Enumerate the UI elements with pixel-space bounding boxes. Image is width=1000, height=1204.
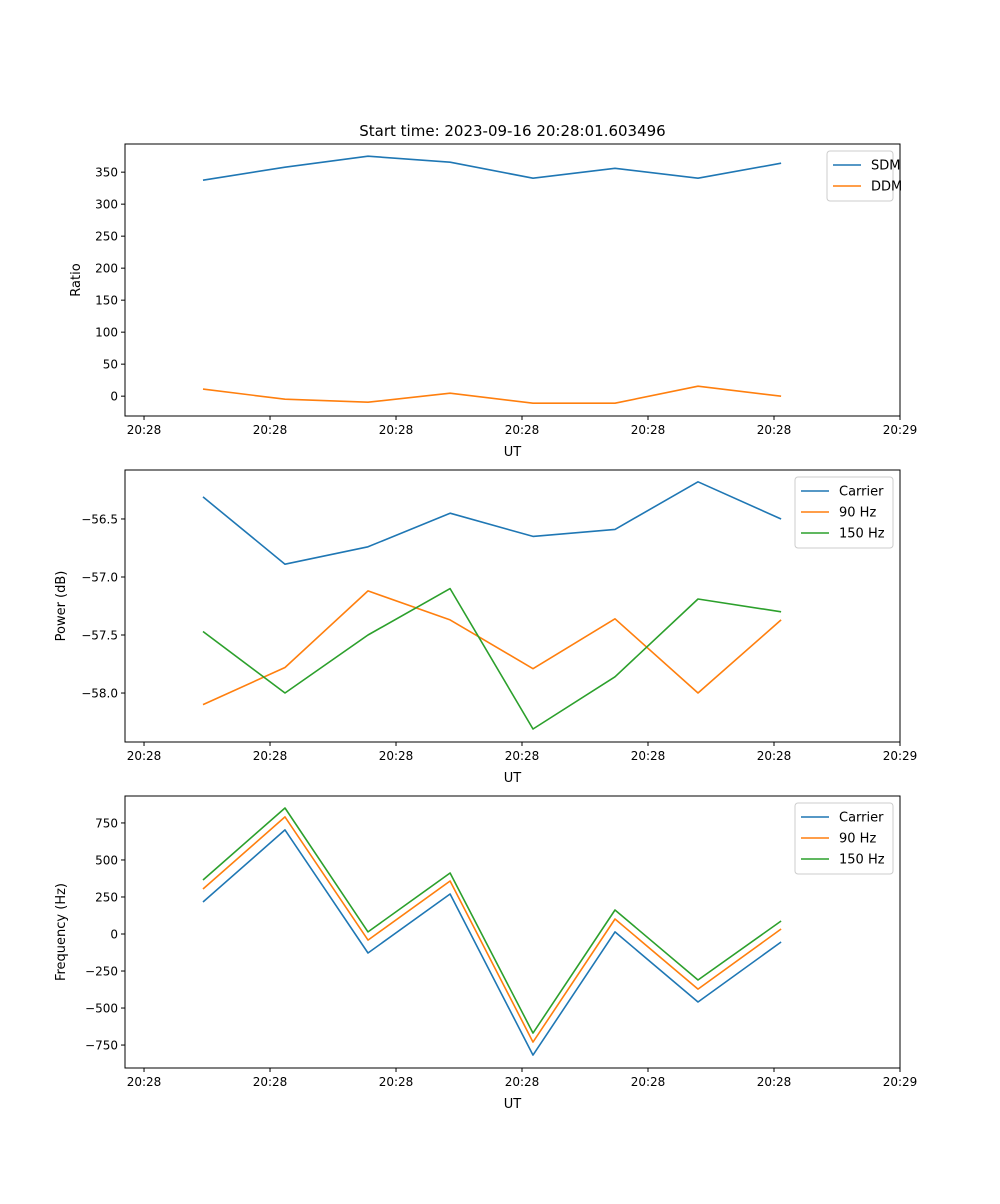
axes-frame <box>124 469 901 743</box>
axes-frame <box>124 795 901 1069</box>
y-tick-label: 0 <box>110 927 118 941</box>
y-axis-label: Frequency (Hz) <box>54 883 69 981</box>
x-tick-label: 20:28 <box>505 1075 540 1089</box>
x-tick-label: 20:29 <box>883 423 918 437</box>
x-tick-label: 20:28 <box>757 1075 792 1089</box>
legend-label: 150 Hz <box>839 853 885 868</box>
y-tick-label: 50 <box>103 358 118 372</box>
x-tick-label: 20:28 <box>505 749 540 763</box>
legend-label: SDM <box>871 159 900 174</box>
legend-label: 90 Hz <box>839 506 876 521</box>
x-tick-label: 20:28 <box>253 749 288 763</box>
legend: Carrier 90 Hz 150 Hz <box>794 802 894 875</box>
x-tick-label: 20:29 <box>883 1075 918 1089</box>
y-tick-label: −58.0 <box>81 687 118 701</box>
series-line-90-hz <box>202 590 782 706</box>
x-tick-label: 20:28 <box>379 423 414 437</box>
x-tick-label: 20:28 <box>631 749 666 763</box>
x-tick-label: 20:28 <box>631 423 666 437</box>
x-tick-label: 20:28 <box>127 749 162 763</box>
y-axis-label: Power (dB) <box>54 571 69 642</box>
series-line-carrier <box>202 829 782 1056</box>
legend-label: 90 Hz <box>839 832 876 847</box>
y-tick-label: −500 <box>85 1002 118 1016</box>
x-tick-label: 20:28 <box>253 1075 288 1089</box>
legend: Carrier 90 Hz 150 Hz <box>794 476 894 549</box>
legend-label: Carrier <box>839 811 884 826</box>
y-tick-label: −750 <box>85 1039 118 1053</box>
series-line-sdm <box>202 155 782 181</box>
legend: SDM DDM <box>826 150 902 202</box>
panel-3: 20:28 20:28 20:28 20:28 20:28 20:28 20:29 −750 −… <box>54 795 918 1112</box>
y-axis-label: Ratio <box>69 263 84 296</box>
y-tick-label: −57.0 <box>81 570 118 584</box>
y-tick-label: 350 <box>95 166 118 180</box>
x-axis-label: UT <box>504 445 522 460</box>
legend-box <box>794 476 894 549</box>
x-axis-label: UT <box>504 1097 522 1112</box>
y-tick-label: 300 <box>95 198 118 212</box>
x-tick-label: 20:28 <box>127 423 162 437</box>
x-axis-label: UT <box>504 771 522 786</box>
series-line-carrier <box>202 480 782 566</box>
legend-label: DDM <box>871 180 902 195</box>
legend-box <box>826 150 894 202</box>
y-tick-label: 0 <box>110 390 118 404</box>
y-tick-label: 150 <box>95 294 118 308</box>
panel-1: Start time: 2023-09-16 20:28:01.603496 20… <box>69 122 917 460</box>
legend-label: 150 Hz <box>839 527 885 542</box>
x-tick-label: 20:28 <box>379 749 414 763</box>
series-line-150-hz <box>202 587 782 730</box>
panel-2: 20:28 20:28 20:28 20:28 20:28 20:28 20:29 −58.0… <box>54 469 918 786</box>
series-line-150-hz <box>202 807 782 1034</box>
axes-frame <box>124 143 901 417</box>
y-tick-label: 250 <box>95 230 118 244</box>
y-tick-label: 500 <box>95 853 118 867</box>
chart-title: Start time: 2023-09-16 20:28:01.603496 <box>359 122 665 140</box>
y-tick-label: −56.5 <box>81 512 118 526</box>
legend-box <box>794 802 894 875</box>
y-tick-label: 200 <box>95 262 118 276</box>
y-tick-label: −250 <box>85 965 118 979</box>
series-line-90-hz <box>202 816 782 1043</box>
x-tick-label: 20:28 <box>505 423 540 437</box>
y-tick-label: −57.5 <box>81 629 118 643</box>
x-tick-label: 20:28 <box>127 1075 162 1089</box>
x-tick-label: 20:28 <box>253 423 288 437</box>
legend-label: Carrier <box>839 485 884 500</box>
y-tick-label: 250 <box>95 890 118 904</box>
x-tick-label: 20:28 <box>757 423 792 437</box>
y-tick-label: 100 <box>95 326 118 340</box>
x-tick-label: 20:28 <box>379 1075 414 1089</box>
y-tick-label: 750 <box>95 816 118 830</box>
series-line-ddm <box>202 385 782 405</box>
x-tick-label: 20:29 <box>883 749 918 763</box>
x-tick-label: 20:28 <box>757 749 792 763</box>
x-tick-label: 20:28 <box>631 1075 666 1089</box>
